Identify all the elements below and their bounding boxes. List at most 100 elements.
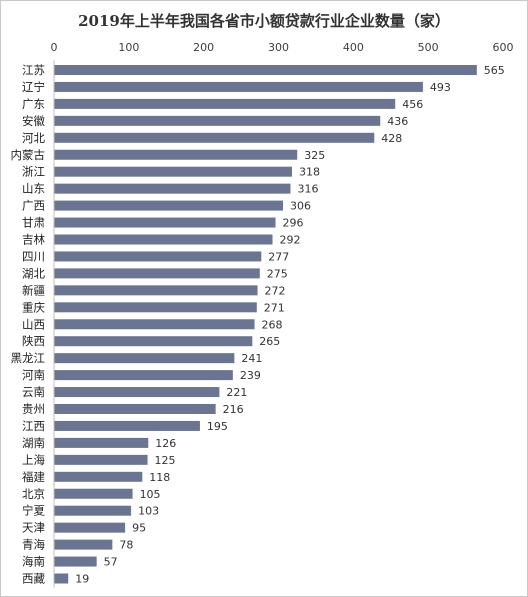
category-label: 福建	[22, 470, 45, 484]
category-label: 贵州	[22, 402, 45, 416]
data-label: 126	[155, 437, 176, 450]
bar	[54, 523, 125, 533]
data-label: 265	[259, 335, 280, 348]
bar	[54, 302, 257, 312]
data-label: 318	[299, 166, 320, 179]
x-tick-label: 200	[193, 41, 214, 54]
category-label: 黑龙江	[11, 351, 46, 365]
bar	[54, 133, 374, 143]
bar	[54, 99, 395, 109]
bar	[54, 150, 297, 160]
data-label: 275	[267, 267, 288, 280]
data-label: 428	[381, 132, 402, 145]
data-label: 195	[207, 420, 228, 433]
bar	[54, 557, 97, 567]
data-label: 239	[240, 369, 261, 382]
data-label: 277	[268, 250, 289, 263]
category-label: 云南	[22, 385, 45, 399]
x-tick-label: 500	[418, 41, 439, 54]
data-label: 316	[297, 183, 318, 196]
bar	[54, 82, 423, 92]
category-label: 山西	[22, 317, 45, 331]
data-label: 221	[226, 386, 247, 399]
data-label: 271	[264, 301, 285, 314]
data-label: 125	[155, 454, 176, 467]
x-tick-label: 300	[268, 41, 289, 54]
category-label: 西藏	[22, 572, 45, 586]
bar	[54, 506, 131, 516]
category-label: 甘肃	[22, 216, 45, 230]
category-label: 辽宁	[22, 80, 45, 94]
bar	[54, 218, 276, 228]
category-labels: 江苏辽宁广东安徽河北内蒙古浙江山东广西甘肃吉林四川湖北新疆重庆山西陕西黑龙江河南…	[11, 63, 46, 586]
x-axis-ticks: 0 100 200 300 400 500 600	[51, 41, 514, 54]
bar	[54, 489, 133, 499]
bar	[54, 438, 148, 448]
bar	[54, 421, 200, 431]
category-label: 宁夏	[22, 504, 45, 518]
data-label: 268	[262, 318, 283, 331]
category-label: 青海	[22, 538, 45, 552]
x-tick-label: 600	[493, 41, 514, 54]
data-label: 325	[304, 149, 325, 162]
bar	[54, 184, 290, 194]
data-label: 95	[132, 522, 146, 535]
data-label: 456	[402, 98, 423, 111]
bar	[54, 251, 261, 261]
bar	[54, 235, 273, 245]
category-label: 广东	[22, 97, 45, 111]
category-label: 重庆	[22, 300, 45, 314]
data-label: 78	[119, 539, 133, 552]
bar	[54, 540, 112, 550]
data-label: 565	[484, 64, 505, 77]
category-label: 吉林	[22, 233, 45, 247]
data-label: 216	[223, 403, 244, 416]
category-label: 河北	[22, 131, 45, 145]
x-tick-label: 0	[51, 41, 58, 54]
data-label: 105	[140, 488, 161, 501]
bar	[54, 336, 252, 346]
category-label: 江西	[22, 419, 45, 433]
category-label: 海南	[22, 555, 45, 569]
category-label: 河南	[22, 368, 45, 382]
data-label: 296	[283, 217, 304, 230]
data-label: 103	[138, 505, 159, 518]
bar	[54, 167, 292, 177]
bar	[54, 404, 216, 414]
category-label: 湖南	[22, 436, 45, 450]
data-label: 292	[280, 234, 301, 247]
bar	[54, 65, 477, 75]
bar	[54, 370, 233, 380]
bar	[54, 319, 255, 329]
x-tick-label: 400	[343, 41, 364, 54]
category-label: 安徽	[22, 114, 45, 128]
category-label: 浙江	[22, 165, 45, 179]
category-label: 山东	[22, 182, 45, 196]
category-label: 湖北	[22, 266, 45, 280]
data-label: 118	[149, 471, 170, 484]
bar	[54, 268, 260, 278]
category-label: 陕西	[22, 334, 45, 348]
bar	[54, 387, 219, 397]
category-label: 四川	[22, 249, 45, 263]
bar	[54, 353, 234, 363]
data-label: 19	[75, 573, 89, 586]
category-label: 天津	[22, 521, 45, 535]
bar	[54, 472, 142, 482]
x-tick-label: 100	[118, 41, 139, 54]
data-label: 306	[290, 200, 311, 213]
bar	[54, 455, 148, 465]
data-label: 272	[265, 284, 286, 297]
category-label: 内蒙古	[11, 148, 46, 162]
data-label: 436	[387, 115, 408, 128]
category-label: 广西	[22, 199, 45, 213]
category-label: 新疆	[22, 283, 45, 297]
data-label: 493	[430, 81, 451, 94]
bar	[54, 285, 258, 295]
category-label: 江苏	[22, 63, 45, 77]
data-label: 57	[104, 556, 118, 569]
category-label: 北京	[22, 487, 45, 501]
bar	[54, 116, 380, 126]
category-label: 上海	[22, 453, 45, 467]
